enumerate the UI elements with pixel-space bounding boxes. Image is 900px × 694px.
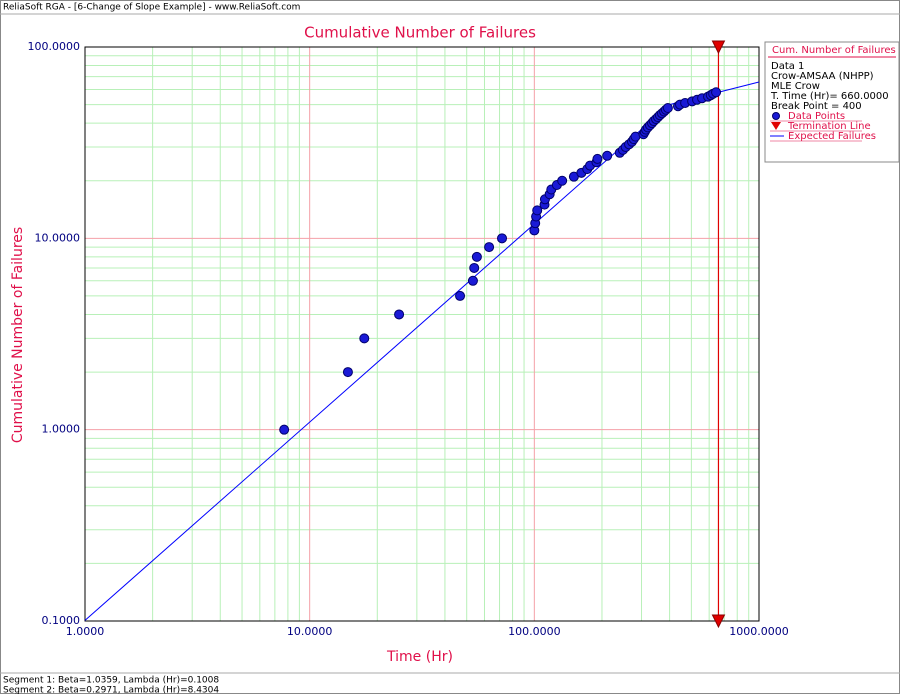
x-tick-label: 10.0000 <box>287 625 333 638</box>
plot-area <box>85 47 759 621</box>
y-axis-label: Cumulative Number of Failures <box>10 227 26 443</box>
y-tick-label: 1.0000 <box>42 423 81 436</box>
data-point <box>469 262 480 273</box>
data-point <box>484 242 495 253</box>
data-point <box>394 309 405 320</box>
legend-info: MLE Crow <box>771 81 820 92</box>
data-point <box>557 175 568 186</box>
chart-title: Cumulative Number of Failures <box>304 24 536 42</box>
data-point <box>342 367 353 378</box>
data-point <box>662 102 673 113</box>
x-tick-label: 1000.0000 <box>729 625 789 638</box>
data-point <box>592 153 603 164</box>
data-point <box>455 290 466 301</box>
legend-info: Break Point = 400 <box>771 101 862 112</box>
legend-marker <box>771 122 781 130</box>
data-point <box>359 333 370 344</box>
data-point <box>532 205 543 216</box>
legend-info: Crow-AMSAA (NHPP) <box>771 71 874 82</box>
legend-label: Termination Line <box>787 121 871 132</box>
data-point <box>279 424 290 435</box>
termination-marker <box>711 614 726 629</box>
legend-label: Expected Failures <box>788 131 876 142</box>
data-point <box>602 150 613 161</box>
x-tick-label: 1.0000 <box>66 625 105 638</box>
footer-text: Segment 1: Beta=1.0359, Lambda (Hr)=0.10… <box>3 676 219 686</box>
termination-marker <box>711 40 726 55</box>
window-title: ReliaSoft RGA - [6-Change of Slope Examp… <box>3 3 300 13</box>
legend-info: T. Time (Hr)= 660.0000 <box>770 91 889 102</box>
y-tick-label: 10.0000 <box>35 231 81 244</box>
legend-marker <box>772 112 780 120</box>
data-point <box>497 233 508 244</box>
legend-title: Cum. Number of Failures <box>772 45 896 56</box>
legend-box <box>764 41 900 163</box>
x-tick-label: 100.0000 <box>508 625 561 638</box>
footer-text: Segment 2: Beta=0.2971, Lambda (Hr)=8.43… <box>3 686 219 694</box>
x-axis-label: Time (Hr) <box>386 649 453 665</box>
legend-info: Data 1 <box>771 61 804 72</box>
data-point <box>467 275 478 286</box>
y-tick-label: 0.1000 <box>42 614 81 627</box>
data-point <box>471 251 482 262</box>
data-point <box>711 87 722 98</box>
legend-label: Data Points <box>788 111 845 122</box>
plot-border <box>84 46 760 622</box>
y-tick-label: 100.0000 <box>28 40 81 53</box>
